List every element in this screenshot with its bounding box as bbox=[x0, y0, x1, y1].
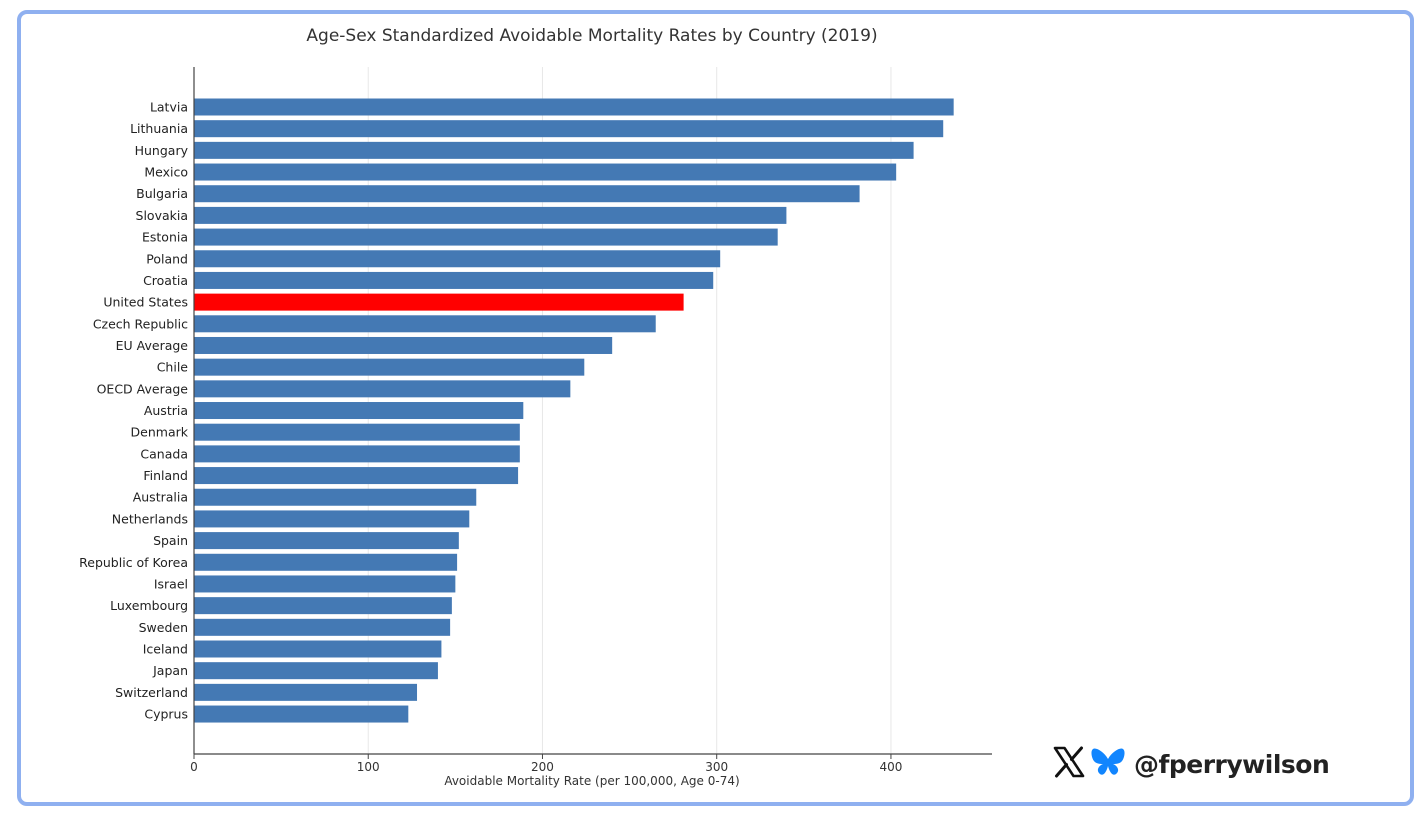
bar-czech-republic bbox=[194, 315, 656, 333]
bar-cyprus bbox=[194, 705, 409, 723]
category-label-united-states: United States bbox=[103, 295, 188, 310]
x-tick-label-100: 100 bbox=[357, 760, 380, 774]
watermark: @fperrywilson bbox=[1052, 742, 1330, 786]
category-label-israel: Israel bbox=[154, 576, 188, 591]
bar-latvia bbox=[194, 98, 954, 116]
category-labels: Latvia Lithuania Hungary Mexico Bulgaria Slov… bbox=[79, 100, 189, 722]
category-label-cyprus: Cyprus bbox=[144, 707, 188, 722]
category-label-latvia: Latvia bbox=[150, 100, 188, 115]
category-label-iceland: Iceland bbox=[143, 642, 188, 657]
bar-bulgaria bbox=[194, 185, 860, 203]
bar-luxembourg bbox=[194, 597, 452, 615]
butterfly-icon bbox=[1090, 746, 1126, 782]
category-label-hungary: Hungary bbox=[135, 143, 189, 158]
category-label-croatia: Croatia bbox=[143, 273, 188, 288]
category-label-switzerland: Switzerland bbox=[115, 685, 188, 700]
bar-united-states bbox=[194, 293, 684, 311]
watermark-handle: @fperrywilson bbox=[1134, 749, 1330, 779]
category-label-japan: Japan bbox=[152, 663, 188, 678]
category-label-netherlands: Netherlands bbox=[112, 511, 188, 526]
bar-croatia bbox=[194, 271, 714, 289]
category-label-sweden: Sweden bbox=[139, 620, 188, 635]
x-tick-label-400: 400 bbox=[879, 760, 902, 774]
bar-netherlands bbox=[194, 510, 470, 528]
category-label-bulgaria: Bulgaria bbox=[136, 186, 188, 201]
bar-poland bbox=[194, 250, 721, 268]
category-label-mexico: Mexico bbox=[144, 165, 188, 180]
category-label-austria: Austria bbox=[144, 403, 188, 418]
category-label-czech-republic: Czech Republic bbox=[93, 316, 188, 331]
bar-austria bbox=[194, 402, 524, 420]
bar-australia bbox=[194, 488, 477, 506]
bars bbox=[194, 98, 954, 723]
bar-republic-of-korea bbox=[194, 553, 458, 571]
bar-eu-average bbox=[194, 336, 613, 354]
bar-japan bbox=[194, 662, 438, 680]
category-label-eu-average: EU Average bbox=[116, 338, 189, 353]
bar-israel bbox=[194, 575, 456, 593]
category-label-chile: Chile bbox=[157, 360, 189, 375]
x-tick-label-0: 0 bbox=[190, 760, 198, 774]
bar-iceland bbox=[194, 640, 442, 658]
bar-sweden bbox=[194, 618, 451, 636]
bar-denmark bbox=[194, 423, 520, 441]
bar-slovakia bbox=[194, 206, 787, 224]
category-label-poland: Poland bbox=[146, 251, 188, 266]
category-label-slovakia: Slovakia bbox=[136, 208, 188, 223]
category-label-republic-of-korea: Republic of Korea bbox=[79, 555, 188, 570]
x-axis-label: Avoidable Mortality Rate (per 100,000, A… bbox=[444, 774, 739, 788]
category-label-luxembourg: Luxembourg bbox=[110, 598, 188, 613]
category-label-oecd-average: OECD Average bbox=[97, 381, 189, 396]
bar-chile bbox=[194, 358, 585, 376]
bar-switzerland bbox=[194, 683, 418, 701]
x-logo-icon bbox=[1052, 745, 1086, 783]
category-label-estonia: Estonia bbox=[142, 230, 188, 245]
bar-spain bbox=[194, 532, 459, 550]
category-label-spain: Spain bbox=[153, 533, 188, 548]
x-tick-label-200: 200 bbox=[531, 760, 554, 774]
category-label-canada: Canada bbox=[140, 446, 188, 461]
bar-finland bbox=[194, 467, 519, 485]
category-label-australia: Australia bbox=[133, 490, 188, 505]
chart-title: Age-Sex Standardized Avoidable Mortality… bbox=[306, 26, 877, 46]
x-tick-label-300: 300 bbox=[705, 760, 728, 774]
bar-oecd-average bbox=[194, 380, 571, 398]
bar-mexico bbox=[194, 163, 897, 181]
bar-hungary bbox=[194, 141, 914, 159]
bar-estonia bbox=[194, 228, 778, 246]
bar-canada bbox=[194, 445, 520, 463]
bar-lithuania bbox=[194, 120, 944, 138]
category-label-denmark: Denmark bbox=[131, 425, 189, 440]
axes: 0 100 200 300 400 bbox=[190, 67, 992, 774]
category-label-lithuania: Lithuania bbox=[130, 121, 188, 136]
category-label-finland: Finland bbox=[143, 468, 188, 483]
